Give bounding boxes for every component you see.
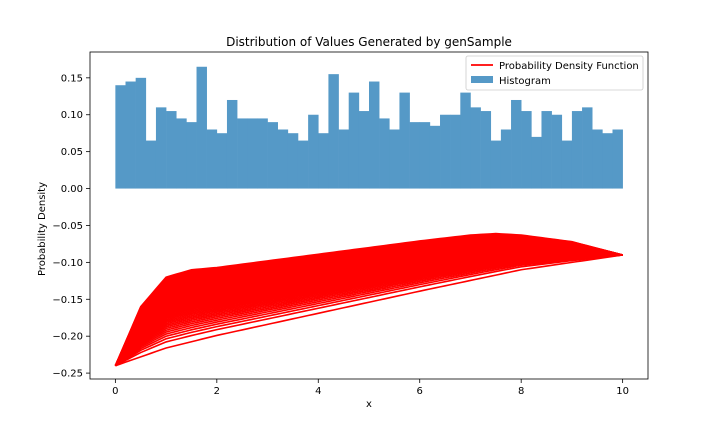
histogram-bar [338,129,350,189]
x-tick-label: 0 [112,386,118,397]
histogram-bar [145,140,157,189]
pdf-curves [114,232,623,367]
histogram-bar [460,92,471,189]
x-tick-label: 2 [214,386,220,397]
histogram-bar [521,111,532,189]
histogram-bar [206,129,218,189]
y-tick-label: 0.10 [61,110,83,121]
histogram-bar [450,114,461,189]
histogram-bar [409,122,421,189]
histogram-bar [511,99,522,189]
y-tick-label: 0.05 [61,147,83,158]
histogram-bar [399,92,410,189]
histogram-bar [369,81,380,189]
histogram-bar [135,77,147,189]
histogram-bar [155,107,167,189]
histogram-bar [379,118,390,189]
histogram-bar [419,122,431,189]
plot-frame [89,51,649,380]
histogram-bar [115,85,126,189]
y-tick-label: −0.15 [52,295,83,306]
x-axis-ticks: 0 2 4 6 8 10 [112,379,629,397]
histogram-bar [348,92,360,189]
pdf-curve [114,254,623,367]
legend-box [465,55,644,91]
chart-title: Distribution of Values Generated by genS… [226,35,512,49]
y-axis-ticks: 0.15 0.10 0.05 0.00 −0.05 −0.10 −0.15 −0.20 −0.2… [52,73,90,380]
histogram-bar [358,111,370,189]
histogram-bar [237,118,248,189]
histogram-bar [531,136,542,189]
histogram-bar [582,107,593,189]
y-tick-label: −0.10 [52,258,83,269]
histogram-bar [125,81,136,189]
y-tick-label: −0.20 [52,332,83,343]
histogram-bar [592,129,603,189]
histogram-bar [328,74,339,189]
histogram-bar [226,99,238,189]
histogram-bar [429,125,441,189]
x-tick-label: 8 [518,386,524,397]
histogram-bar [176,118,187,189]
y-tick-label: −0.25 [52,369,83,380]
histogram-bar [389,129,400,189]
legend-histogram-label: Histogram [499,76,551,87]
histogram-bar [216,133,228,189]
x-tick-label: 4 [315,386,321,397]
histogram-bar [490,140,502,189]
histogram-bar [186,122,197,189]
histogram-bar [267,122,278,189]
legend-pdf-label: Probability Density Function [499,61,639,72]
histogram-bar [500,129,512,189]
pdf-curve [114,254,623,367]
histogram-bar [196,66,207,189]
histogram-bar [166,111,177,189]
pdf-curve [114,232,623,367]
y-tick-label: −0.05 [52,221,83,232]
histogram-bar [571,111,583,189]
pdf-curve [115,254,623,367]
histogram-bar [551,114,563,189]
histogram-bar [308,114,319,189]
histogram-bar [318,133,329,189]
histogram-bar [297,140,309,189]
histogram-bar [480,111,492,189]
histogram-bar [440,114,451,189]
histogram-bar [612,129,623,189]
histogram-bar [602,133,613,189]
histogram-bar [287,133,299,189]
x-tick-label: 6 [417,386,423,397]
legend-histogram-swatch [471,76,493,83]
histogram-bar [561,140,573,189]
histogram-bars [115,66,623,189]
x-axis-label: x [366,399,372,410]
histogram-bar [257,118,268,189]
histogram-bar [470,107,481,189]
legend: Probability Density Function Histogram [465,55,644,91]
pdf-curve [114,254,623,367]
y-axis-label: Probability Density [37,182,48,276]
x-tick-label: 10 [616,386,629,397]
pdf-curve [114,254,623,367]
histogram-bar [277,129,289,189]
histogram-bar [541,111,552,189]
y-tick-label: 0.15 [61,73,83,84]
y-tick-label: 0.00 [61,184,83,195]
histogram-bar [247,118,258,189]
